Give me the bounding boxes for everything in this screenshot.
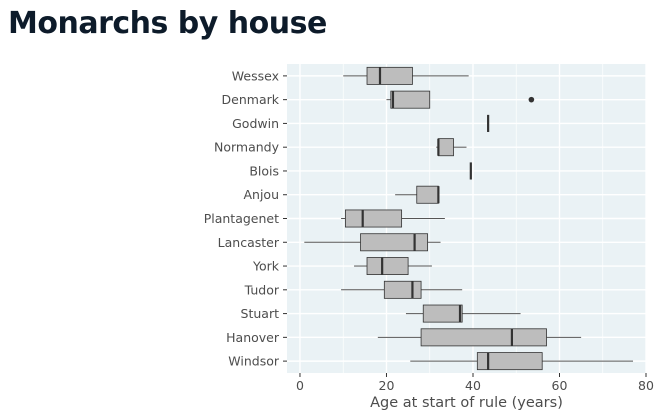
box-iqr <box>366 66 413 85</box>
y-tick-label: Blois <box>249 163 279 178</box>
box-denmark <box>386 90 535 109</box>
y-tick-label: Denmark <box>222 92 280 107</box>
y-tick-label: Anjou <box>243 187 279 202</box>
y-axis: Wessex Denmark Godwin Normandy Blois Anjou Pla… <box>204 68 287 369</box>
box-hanover <box>377 328 582 347</box>
box-normandy <box>436 138 467 157</box>
box-iqr <box>344 209 403 228</box>
page-title: Monarchs by house <box>8 6 327 41</box>
x-tick-label: 80 <box>638 378 654 393</box>
box-iqr <box>422 304 463 323</box>
x-axis-title: Age at start of rule (years) <box>370 395 563 411</box>
box-windsor <box>410 352 634 371</box>
x-tick-label: 40 <box>465 378 481 393</box>
x-tick-label: 60 <box>552 378 568 393</box>
y-tick-label: Wessex <box>232 68 279 83</box>
y-tick-label: Stuart <box>241 306 280 321</box>
x-tick-label: 20 <box>379 378 395 393</box>
y-tick-label: Windsor <box>228 354 280 369</box>
box-iqr <box>416 185 439 204</box>
y-tick-label: Tudor <box>244 282 280 297</box>
box-anjou <box>395 185 440 204</box>
box-stuart <box>405 304 521 323</box>
box-york <box>354 257 432 275</box>
y-tick-label: Hanover <box>226 330 280 345</box>
y-tick-label: Plantagenet <box>204 211 279 226</box>
box-iqr <box>390 90 431 109</box>
box-wessex <box>343 66 469 85</box>
box-iqr <box>437 138 454 157</box>
box-iqr <box>383 280 422 299</box>
box-lancaster <box>304 233 441 252</box>
y-tick-label: Godwin <box>232 116 279 131</box>
box-iqr <box>420 328 547 347</box>
outlier-point <box>528 96 535 103</box>
y-tick-label: Normandy <box>214 140 280 155</box>
x-axis: 0 20 40 60 80 <box>296 373 654 393</box>
box-iqr <box>366 257 409 275</box>
y-tick-label: Lancaster <box>218 235 280 250</box>
box-iqr <box>360 233 428 252</box>
box-tudor <box>341 280 463 299</box>
y-tick-label: York <box>252 259 280 274</box>
grid-major <box>287 64 647 373</box>
boxes-layer <box>304 66 634 371</box>
box-iqr <box>476 352 543 371</box>
x-tick-label: 0 <box>296 378 304 393</box>
box-plantagenet <box>341 209 445 228</box>
